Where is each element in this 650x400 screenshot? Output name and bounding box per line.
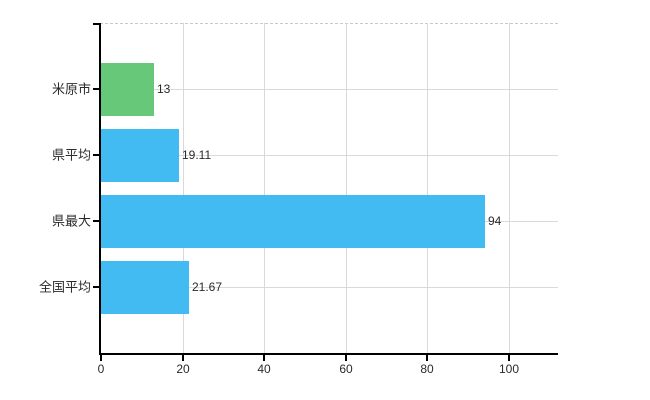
value-label: 94	[488, 214, 502, 228]
x-axis-tick-label: 0	[97, 362, 105, 376]
y-axis-tick	[93, 23, 99, 25]
horizontal-gridline	[101, 287, 558, 288]
vertical-gridline	[427, 23, 428, 353]
x-axis-tick-label: 100	[498, 362, 520, 376]
vertical-gridline	[509, 23, 510, 353]
vertical-gridline	[346, 23, 347, 353]
x-axis-tick	[508, 355, 510, 361]
x-axis-tick	[182, 355, 184, 361]
horizontal-gridline	[101, 155, 558, 156]
value-label: 21.67	[192, 280, 223, 294]
x-axis-tick-label: 80	[420, 362, 434, 376]
x-axis-tick	[100, 355, 102, 361]
x-axis-tick	[345, 355, 347, 361]
y-axis-tick	[93, 286, 99, 288]
vertical-gridline	[183, 23, 184, 353]
category-label: 県平均	[51, 147, 91, 163]
x-axis-tick-label: 60	[339, 362, 353, 376]
category-label: 全国平均	[38, 279, 91, 295]
y-axis-tick	[93, 154, 99, 156]
vertical-gridline	[264, 23, 265, 353]
x-axis-tick	[426, 355, 428, 361]
category-label: 県最大	[51, 213, 91, 229]
bar	[101, 195, 485, 248]
x-axis-tick-label: 20	[176, 362, 190, 376]
category-label: 米原市	[51, 81, 91, 97]
value-label: 13	[157, 82, 171, 96]
x-axis-tick-label: 40	[257, 362, 271, 376]
y-axis-tick	[93, 220, 99, 222]
bar	[101, 261, 189, 314]
y-axis	[99, 23, 101, 355]
horizontal-gridline	[101, 89, 558, 90]
bar	[101, 129, 179, 182]
bar	[101, 63, 154, 116]
x-axis-tick	[263, 355, 265, 361]
y-axis-tick	[93, 88, 99, 90]
x-axis	[99, 353, 558, 355]
plot-top-border	[100, 23, 558, 24]
value-label: 19.11	[182, 148, 212, 162]
